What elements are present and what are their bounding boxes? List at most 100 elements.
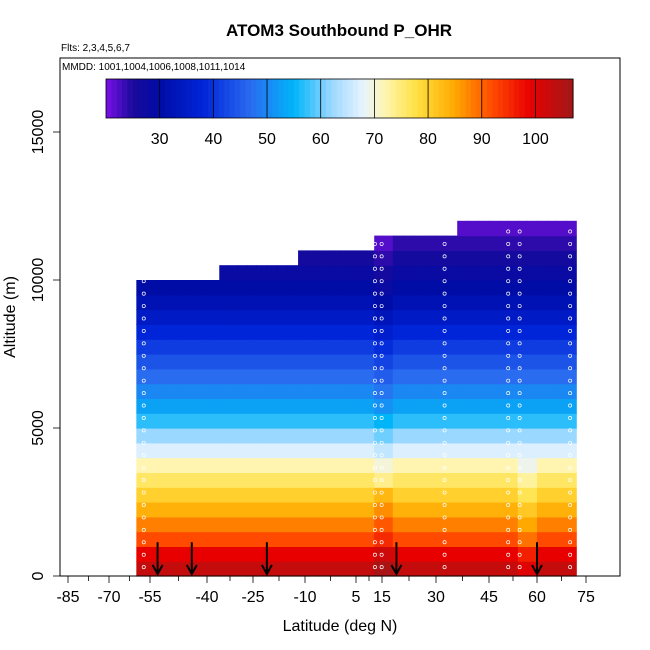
heatmap-cell xyxy=(339,531,350,547)
heatmap-cell xyxy=(219,487,230,503)
heatmap-cell xyxy=(537,531,548,547)
x-tick-label: -25 xyxy=(241,589,264,606)
heatmap-cell xyxy=(436,561,448,577)
heatmap-cell xyxy=(517,324,528,340)
measurement-point xyxy=(568,453,573,458)
heatmap-cell xyxy=(382,294,394,311)
heatmap-cell xyxy=(144,546,155,562)
heatmap-cell xyxy=(358,487,367,503)
measurement-point xyxy=(379,565,384,570)
heatmap-cell xyxy=(165,368,178,385)
heatmap-cell xyxy=(392,457,405,473)
heatmap-cell xyxy=(318,398,330,414)
measurement-point xyxy=(379,279,384,284)
heatmap-cell xyxy=(277,309,289,325)
heatmap-cell xyxy=(349,339,360,355)
heatmap-cell xyxy=(199,383,211,399)
colorbar-swatch xyxy=(234,79,241,118)
measurement-point xyxy=(442,266,447,271)
heatmap-cell xyxy=(266,487,278,503)
heatmap-cell xyxy=(176,413,189,429)
colorbar-swatch xyxy=(481,79,488,118)
heatmap-cell xyxy=(144,502,155,518)
heatmap-cell xyxy=(508,354,519,370)
heatmap-cell xyxy=(436,487,448,503)
heatmap-cell xyxy=(546,324,558,340)
heatmap-cell xyxy=(308,428,320,444)
heatmap-cell xyxy=(537,487,548,503)
heatmap-cell xyxy=(382,265,394,281)
measurement-point xyxy=(517,453,522,458)
heatmap-cell xyxy=(498,502,509,518)
heatmap-cell xyxy=(188,324,200,340)
heatmap-cell xyxy=(349,324,360,340)
heatmap-cell xyxy=(478,235,490,251)
heatmap-cell xyxy=(537,309,548,325)
heatmap-cell xyxy=(366,472,375,488)
heatmap-cell xyxy=(537,220,548,237)
heatmap-cell xyxy=(537,294,548,311)
heatmap-cell xyxy=(374,502,383,518)
measurement-point xyxy=(372,378,377,383)
heatmap-cell xyxy=(153,309,166,325)
heatmap-cell xyxy=(403,368,415,385)
heatmap-cell xyxy=(436,265,448,281)
colorbar-swatch xyxy=(197,79,204,118)
colorbar-swatch xyxy=(154,79,161,118)
heatmap-cell xyxy=(188,309,200,325)
measurement-point xyxy=(506,316,511,321)
heatmap-cell xyxy=(318,265,330,281)
measurement-point xyxy=(568,291,573,296)
heatmap-cell xyxy=(403,383,415,399)
colorbar-swatch xyxy=(508,79,515,118)
measurement-point xyxy=(442,254,447,259)
heatmap-cell xyxy=(392,472,405,488)
heatmap-cell xyxy=(358,457,367,473)
colorbar-swatch xyxy=(347,79,354,118)
heatmap-cell xyxy=(165,354,178,370)
heatmap-cell xyxy=(277,546,289,562)
heatmap-cell xyxy=(144,294,155,311)
heatmap-cell xyxy=(556,472,567,488)
colorbar-swatch xyxy=(106,79,112,118)
measurement-point xyxy=(506,241,511,246)
heatmap-cell xyxy=(467,309,479,325)
x-axis: -85 -70 -55 -40 -25 -10 5 15 30 45 60 75 xyxy=(56,576,595,606)
heatmap-cell xyxy=(287,546,299,562)
heatmap-cell xyxy=(425,502,437,518)
heatmap-cell xyxy=(527,235,538,251)
colorbar-swatch xyxy=(256,79,263,118)
colorbar-swatch xyxy=(454,79,461,118)
heatmap-cell xyxy=(566,413,577,429)
heatmap-cell xyxy=(277,457,289,473)
colorbar-swatch xyxy=(460,79,467,118)
profile-arrow xyxy=(531,542,543,577)
heatmap-cell xyxy=(237,354,248,370)
heatmap-cell xyxy=(349,561,360,577)
heatmap-cell xyxy=(176,339,189,355)
heatmap-cell xyxy=(176,354,189,370)
heatmap-cell xyxy=(392,546,405,562)
heatmap-cell xyxy=(210,428,220,444)
heatmap-cell xyxy=(277,531,289,547)
measurement-point xyxy=(517,503,522,507)
measurement-point xyxy=(379,415,384,420)
heatmap-cell xyxy=(176,531,189,547)
heatmap-cell xyxy=(374,516,383,533)
measurement-point xyxy=(442,353,447,358)
heatmap-cell xyxy=(478,516,490,533)
colorbar-swatch xyxy=(250,79,257,118)
heatmap-cell xyxy=(508,220,519,237)
colorbar-swatch xyxy=(336,79,343,118)
heatmap-cell xyxy=(256,457,268,473)
heatmap-cell xyxy=(566,561,577,577)
measurement-point xyxy=(379,328,384,333)
measurement-point xyxy=(568,465,573,470)
heatmap-cell xyxy=(556,383,567,399)
heatmap-cell xyxy=(556,457,567,473)
heatmap-cell xyxy=(165,502,178,518)
measurement-point xyxy=(517,440,522,445)
profile-arrow xyxy=(185,542,198,577)
heatmap-cell xyxy=(478,265,490,281)
